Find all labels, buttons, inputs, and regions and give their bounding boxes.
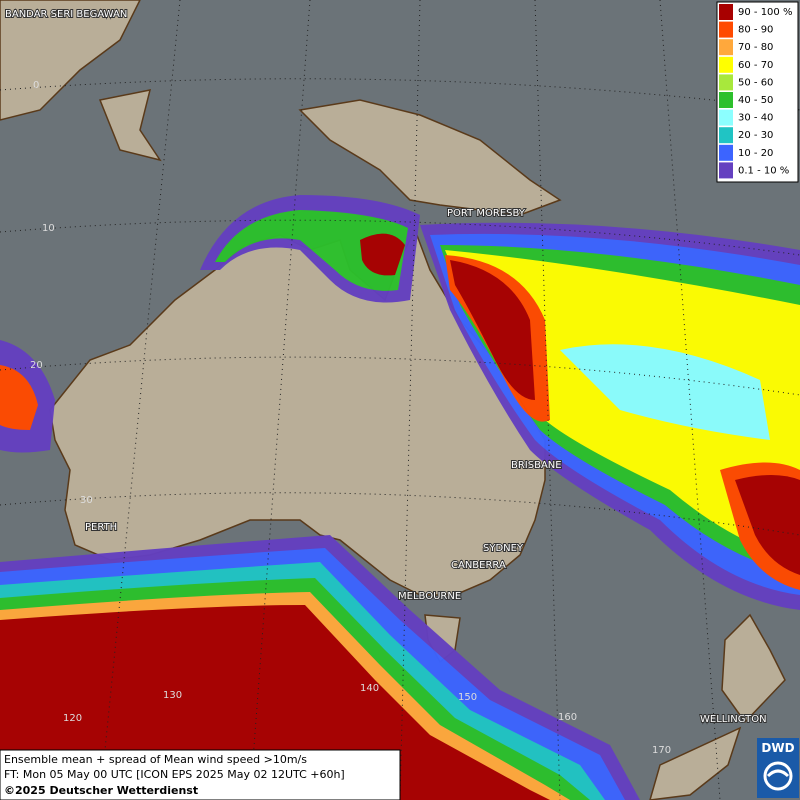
city-label: PORT MORESBY [447, 208, 526, 219]
legend-label: 30 - 40 [738, 113, 773, 124]
legend-swatch [719, 74, 733, 91]
grid-line [399, 0, 421, 800]
grid-label: 170 [652, 745, 671, 756]
grid-line [0, 492, 800, 536]
logo-icon [766, 769, 790, 778]
field [560, 344, 770, 440]
borneo [0, 0, 141, 121]
legend-swatch [719, 21, 733, 38]
grid-label: 130 [163, 690, 182, 701]
legend-swatch [719, 162, 733, 179]
legend-swatch [719, 56, 733, 73]
grid-label: 20 [30, 360, 43, 371]
legend-label: 50 - 60 [738, 77, 773, 88]
grid-line [534, 0, 561, 800]
logo-text: DWD [761, 741, 794, 755]
legend-swatch [719, 39, 733, 56]
grid-label: 150 [458, 692, 477, 703]
legend-label: 20 - 30 [738, 130, 773, 141]
city-label: BRISBANE [511, 460, 562, 471]
field [360, 233, 405, 276]
grid-label: 30 [80, 495, 93, 506]
new-guinea [298, 99, 562, 216]
legend-swatch [719, 109, 733, 126]
legend-label: 90 - 100 % [738, 7, 792, 18]
logo: DWD [757, 738, 799, 798]
legend-swatch [719, 92, 733, 108]
grid-line [0, 356, 800, 396]
grid-label: 0 [33, 80, 39, 91]
city-label: MELBOURNE [398, 591, 461, 602]
field [735, 475, 800, 575]
caption-box [0, 749, 401, 800]
field [215, 210, 408, 291]
city-label: BANDAR SERI BEGAWAN [5, 9, 127, 20]
legend: 90 - 100 % 80 - 90 70 - 80 60 - 70 50 - 60 40… [716, 1, 799, 183]
grid-labels: 0 10 20 30 120 130 140 150 160 170 [30, 80, 671, 756]
legend-label: 70 - 80 [738, 42, 773, 53]
field [450, 260, 535, 400]
grid-line [0, 219, 800, 256]
grid-label: 140 [360, 683, 379, 694]
legend-label: 80 - 90 [738, 25, 773, 36]
city-label: PERTH [85, 522, 117, 533]
grid-line [0, 78, 800, 111]
city-label: CANBERRA [451, 560, 506, 571]
nz-south [649, 726, 742, 800]
legend-label: 10 - 20 [738, 148, 773, 159]
grid-label: 10 [42, 223, 55, 234]
caption-line: ©2025 Deutscher Wetterdienst [4, 784, 198, 797]
city-label: WELLINGTON [700, 714, 767, 725]
city-label: SYDNEY [483, 543, 524, 554]
cities: BANDAR SERI BEGAWAN PORT MORESBY BRISBAN… [4, 8, 768, 726]
caption: Ensemble mean + spread of Mean wind spee… [0, 749, 401, 800]
legend-label: 60 - 70 [738, 60, 773, 71]
logo-icon [763, 761, 793, 791]
legend-swatch [719, 4, 733, 20]
caption-line: FT: Mon 05 May 00 UTC [ICON EPS 2025 May… [4, 768, 345, 781]
caption-line: Ensemble mean + spread of Mean wind spee… [4, 753, 307, 766]
legend-label: 0.1 - 10 % [738, 165, 789, 176]
legend-swatch [719, 144, 733, 161]
legend-label: 40 - 50 [738, 95, 773, 106]
grid-label: 120 [63, 713, 82, 724]
nz-north [721, 613, 786, 724]
legend-swatch [719, 127, 733, 144]
field [0, 365, 38, 430]
grid-label: 160 [558, 712, 577, 723]
sulawesi [98, 89, 162, 162]
